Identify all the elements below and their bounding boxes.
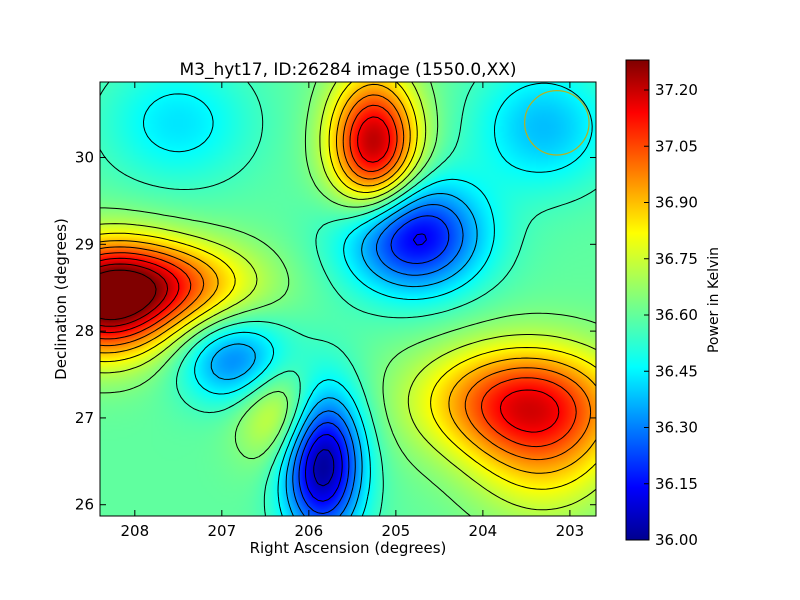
contour-line [305,233,427,502]
colorbar-tick-label: 36.75 [655,250,698,268]
contour-line [100,82,596,516]
contour-line [100,269,157,321]
contour-line [100,82,596,511]
contour-lines [100,82,596,516]
y-axis: 26 27 28 29 30 [75,149,596,514]
contour-line [100,116,560,433]
colorbar-tick-label: 36.60 [655,306,698,324]
y-tick-label: 28 [75,322,94,340]
contour-line [210,193,478,516]
x-axis-label: Right Ascension (degrees) [250,539,447,557]
x-tick-label: 207 [208,522,237,540]
contour-line [100,82,596,490]
beam-circle [524,89,590,156]
colorbar-tick-label: 37.05 [655,137,698,155]
chart-title: M3_hyt17, ID:26284 image (1550.0,XX) [179,60,516,80]
contour-line [292,204,464,516]
contour-line [298,215,450,514]
colorbar-gradient [625,59,650,541]
y-tick-label: 27 [75,409,94,427]
heatmap-image [100,82,596,516]
plot-area: 208 207 206 205 204 203 26 27 28 29 30 [75,81,597,540]
y-axis-label: Declination (degrees) [52,218,70,380]
colorbar-tick-label: 37.20 [655,81,698,99]
y-tick-label: 26 [75,496,94,514]
colorbar: 36.00 36.15 36.30 36.45 36.60 36.75 36.90 37.05… [625,59,722,549]
colorbar-ticks: 36.00 36.15 36.30 36.45 36.60 36.75 36.90 37.05… [644,81,698,549]
contour-line [100,94,592,461]
colorbar-tick-label: 36.45 [655,362,698,380]
x-tick-label: 203 [556,522,585,540]
y-tick-label: 29 [75,235,94,253]
colorbar-tick-label: 36.15 [655,475,698,493]
x-axis: 208 207 206 205 204 203 [120,82,584,540]
contour-line [100,263,169,327]
contour-line [143,82,593,516]
contour-line [100,82,596,516]
contour-line [313,449,335,487]
colorbar-tick-label: 36.00 [655,531,698,549]
colorbar-tick-label: 36.30 [655,419,698,437]
contour-line [100,104,577,448]
colorbar-tick-label: 36.90 [655,194,698,212]
contour-line [100,83,596,474]
plot-frame [99,81,597,517]
x-tick-label: 204 [469,522,498,540]
x-tick-label: 208 [120,522,149,540]
colorbar-label: Power in Kelvin [706,247,722,353]
x-tick-label: 206 [295,522,324,540]
x-tick-label: 205 [382,522,411,540]
y-tick-label: 30 [75,149,94,167]
